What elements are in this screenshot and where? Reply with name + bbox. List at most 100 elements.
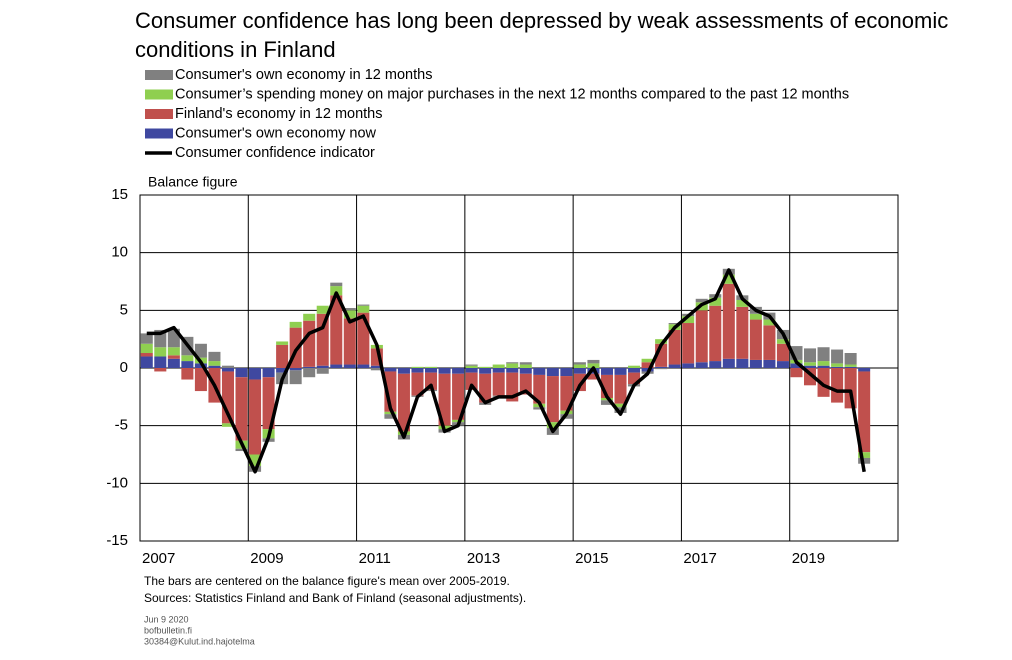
bar (276, 368, 289, 373)
bar (573, 373, 586, 392)
bar (154, 347, 167, 357)
bar (682, 363, 695, 368)
bar (560, 376, 573, 411)
bar (709, 305, 722, 362)
bar (736, 299, 749, 307)
bar (817, 365, 830, 368)
x-tick-label: 2019 (792, 550, 825, 567)
x-tick-label: 2009 (250, 550, 283, 567)
bar (465, 368, 478, 373)
bar (668, 329, 681, 365)
bar (533, 407, 546, 410)
bar (262, 368, 275, 378)
bar (411, 366, 424, 368)
bar (452, 368, 465, 374)
bar (289, 370, 302, 385)
footer: bofbulletin.fi (144, 625, 192, 635)
bar (303, 366, 316, 368)
bar (573, 364, 586, 368)
bar (167, 358, 180, 368)
bar (519, 362, 532, 365)
bar (316, 365, 329, 368)
footer: 30384@Kulut.ind.hajotelma (144, 636, 255, 646)
bar (194, 363, 207, 368)
bar (560, 368, 573, 377)
bar (506, 363, 519, 368)
bar (695, 298, 708, 303)
bar (370, 368, 383, 371)
y-tick-label: -10 (106, 474, 128, 491)
bar (858, 371, 871, 453)
bar (425, 368, 438, 373)
bar (763, 359, 776, 368)
bar (181, 361, 194, 368)
legend-swatch (145, 89, 173, 100)
bar (790, 368, 803, 378)
bar (858, 368, 871, 372)
bar (492, 368, 505, 373)
legend-label: Consumer's own economy in 12 months (175, 67, 432, 83)
bar (844, 364, 857, 367)
bar (384, 411, 397, 415)
note: Sources: Statistics Finland and Bank of … (144, 591, 526, 605)
bar (804, 365, 817, 368)
bar (479, 366, 492, 368)
bar (167, 355, 180, 359)
bar (303, 313, 316, 321)
bar (357, 312, 370, 365)
bar (140, 343, 153, 354)
bar (831, 349, 844, 364)
bar (357, 364, 370, 368)
bar (831, 363, 844, 367)
bar (614, 368, 627, 375)
bar (235, 377, 248, 441)
bar (519, 364, 532, 368)
bar (546, 422, 559, 428)
bar (330, 286, 343, 296)
bar (140, 356, 153, 368)
bar (316, 368, 329, 374)
bar (749, 359, 762, 368)
bar (682, 316, 695, 324)
bar (397, 368, 410, 374)
bar (289, 368, 302, 371)
bar (167, 347, 180, 356)
bar (655, 368, 668, 370)
bar (817, 361, 830, 366)
bar (343, 308, 356, 311)
bar (641, 362, 654, 368)
bar (221, 365, 234, 368)
bar (668, 323, 681, 325)
bar (600, 400, 613, 405)
x-tick-label: 2013 (467, 550, 500, 567)
x-tick-label: 2015 (575, 550, 608, 567)
bar (384, 368, 397, 372)
bar (303, 320, 316, 367)
x-tick-label: 2007 (142, 550, 175, 567)
bar (600, 368, 613, 375)
bar (208, 351, 221, 362)
bar (208, 361, 221, 366)
bar (181, 368, 194, 380)
bar (817, 368, 830, 397)
bar (533, 368, 546, 375)
bar (831, 366, 844, 368)
bar (194, 368, 207, 392)
bar (844, 353, 857, 365)
bar (330, 282, 343, 287)
bar (804, 348, 817, 363)
bar (438, 368, 451, 374)
x-tick-label: 2011 (359, 550, 391, 567)
bar (397, 373, 410, 432)
bar (438, 373, 451, 426)
bar (722, 358, 735, 368)
bar (695, 362, 708, 368)
bar (235, 448, 248, 452)
y-axis-label: Balance figure (148, 174, 238, 190)
bar (573, 368, 586, 374)
bar (221, 368, 234, 372)
bar (695, 310, 708, 363)
bar (465, 365, 478, 368)
